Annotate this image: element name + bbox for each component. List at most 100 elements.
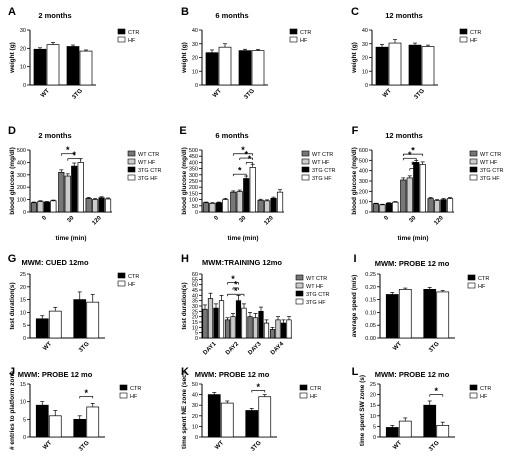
x-tick-label: WT (40, 88, 51, 99)
legend-label: WT HF (480, 160, 498, 166)
bar (257, 199, 264, 213)
bar (77, 162, 84, 213)
legend-swatch (467, 274, 476, 281)
y-tick-label: 50 (192, 283, 198, 289)
legend-label: WT CTR (312, 152, 333, 158)
legend-label: WT CTR (138, 152, 159, 158)
y-tick-label: 20 (192, 414, 198, 420)
legend-label: CTR (480, 386, 491, 392)
legend-swatch (469, 174, 478, 181)
y-tick-label: 5 (23, 323, 26, 329)
x-tick-label: 30 (408, 215, 417, 224)
bar (421, 46, 435, 86)
bar (243, 178, 250, 213)
y-tick-label: 100 (359, 200, 368, 206)
bar (230, 191, 237, 213)
legend-label: WT HF (306, 284, 324, 290)
y-tick-label: 30 (20, 28, 26, 34)
bar (230, 316, 236, 339)
legend-label: 3TG CTR (138, 168, 162, 174)
x-tick-label: 0 (213, 215, 220, 222)
bar (71, 165, 78, 213)
y-tick-label: 20 (370, 393, 376, 399)
legend-swatch (117, 36, 126, 43)
y-tick-label: 0 (23, 336, 26, 342)
legend-label: WT HF (138, 160, 156, 166)
significance-star: * (434, 386, 438, 396)
legend-label: CTR (128, 30, 139, 36)
y-tick-label: 45 (192, 288, 198, 294)
bar (43, 201, 50, 213)
bar (218, 46, 232, 86)
bar (86, 301, 100, 339)
legend-label: 3TG CTR (306, 292, 330, 298)
bar (64, 175, 71, 213)
y-tick-label: 20 (20, 285, 26, 291)
bar (388, 42, 402, 86)
y-axis-label: blood glucose (mg/dl) (351, 147, 358, 215)
x-tick-label: 120 (91, 215, 103, 227)
y-tick-label: 150 (189, 191, 198, 197)
bar (48, 310, 62, 339)
chart-title: 6 months (215, 131, 248, 140)
y-tick-label: 0.15 (365, 298, 376, 304)
y-tick-label: 15 (192, 320, 198, 326)
significance-star: * (244, 150, 248, 160)
y-axis-label: average speed (m/s) (351, 275, 358, 338)
bar (427, 198, 434, 213)
legend-swatch (301, 174, 310, 181)
bar (35, 318, 49, 339)
x-tick-label: 30 (238, 215, 247, 224)
legend-swatch (459, 36, 468, 43)
legend-swatch (469, 384, 478, 391)
y-tick-label: 200 (189, 185, 198, 191)
bar (419, 164, 426, 213)
legend-swatch (127, 166, 136, 173)
legend-swatch (299, 392, 308, 399)
y-axis-label: blood glucose (mg/dl) (181, 147, 188, 215)
y-tick-label: 300 (359, 179, 368, 185)
panel-letter: E (179, 125, 186, 137)
chart-title: 2 months (38, 11, 71, 20)
y-tick-label: 5 (195, 331, 198, 337)
chart-panel-k: K MWM: PROBE 12 mo 0 10 20 30 40 50 time spent N… (181, 366, 321, 453)
bar (269, 329, 276, 339)
bar (385, 202, 392, 213)
legend-swatch (289, 36, 298, 43)
legend-label: WT CTR (306, 276, 327, 282)
bar (202, 202, 210, 213)
y-tick-label: 60 (192, 272, 198, 278)
panel-letter: K (181, 366, 189, 378)
bar (50, 200, 57, 213)
y-tick-label: 30 (192, 304, 198, 310)
y-tick-label: 15 (370, 403, 376, 409)
x-axis-label: time (min) (397, 235, 428, 242)
legend-label: HF (480, 394, 488, 400)
bar (33, 48, 47, 86)
bar (270, 198, 277, 213)
legend-label: 3TG CTR (312, 168, 336, 174)
y-tick-label: 50 (192, 204, 198, 210)
bar (30, 202, 38, 213)
y-tick-label: 400 (359, 169, 368, 175)
legend-label: HF (130, 394, 138, 400)
y-tick-label: 20 (362, 56, 368, 62)
bar (436, 424, 450, 438)
y-axis-label: blood glucose (mg/dl) (9, 147, 16, 215)
legend-label: 3TG CTR (480, 168, 504, 174)
legend-label: HF (310, 394, 318, 400)
panel-letter: J (9, 366, 15, 378)
significance-star: * (256, 382, 260, 392)
bar (92, 199, 99, 213)
panel-letter: D (8, 125, 16, 137)
bar (379, 204, 386, 213)
x-tick-label: 3TG (78, 440, 91, 453)
bar (258, 396, 272, 438)
legend-label: WT CTR (480, 152, 501, 158)
panel-letter: C (351, 6, 359, 18)
bar (263, 322, 270, 339)
bar (46, 44, 60, 86)
bar (375, 46, 389, 86)
